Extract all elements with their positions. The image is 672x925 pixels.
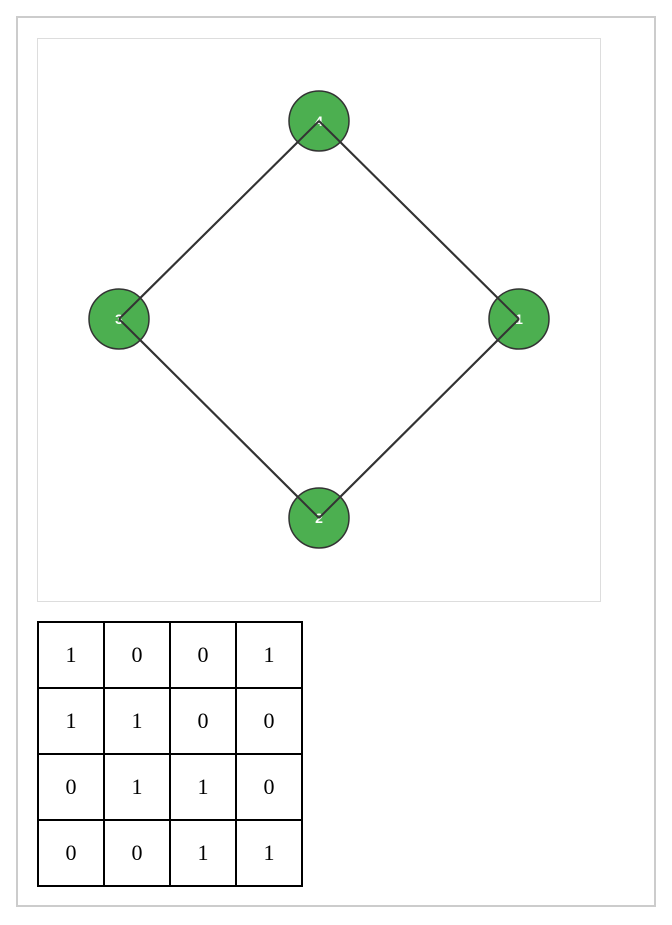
node-label-1: 1 [515, 311, 523, 327]
matrix-cell: 1 [235, 819, 303, 887]
matrix-cell: 0 [37, 753, 105, 821]
graph-canvas: 4123 [37, 38, 601, 602]
matrix-cell: 0 [235, 687, 303, 755]
edge-overlay-3-4 [118, 120, 320, 320]
edge-overlay-1-2 [318, 318, 520, 519]
matrix-cell: 0 [169, 687, 237, 755]
matrix-cell: 0 [37, 819, 105, 887]
matrix-cell: 1 [37, 687, 105, 755]
graph-drawing: 4123 [88, 90, 550, 549]
matrix-cell: 0 [103, 819, 171, 887]
matrix-cell: 0 [103, 621, 171, 689]
edge-overlay-4-1 [318, 120, 520, 320]
matrix-cell: 1 [169, 753, 237, 821]
matrix-cell: 1 [169, 819, 237, 887]
matrix-cell: 0 [235, 753, 303, 821]
matrix-cell: 1 [37, 621, 105, 689]
matrix-cell: 1 [103, 687, 171, 755]
matrix-cell: 1 [235, 621, 303, 689]
matrix-cell: 1 [103, 753, 171, 821]
edge-overlay-2-3 [118, 318, 320, 519]
matrix-cell: 0 [169, 621, 237, 689]
